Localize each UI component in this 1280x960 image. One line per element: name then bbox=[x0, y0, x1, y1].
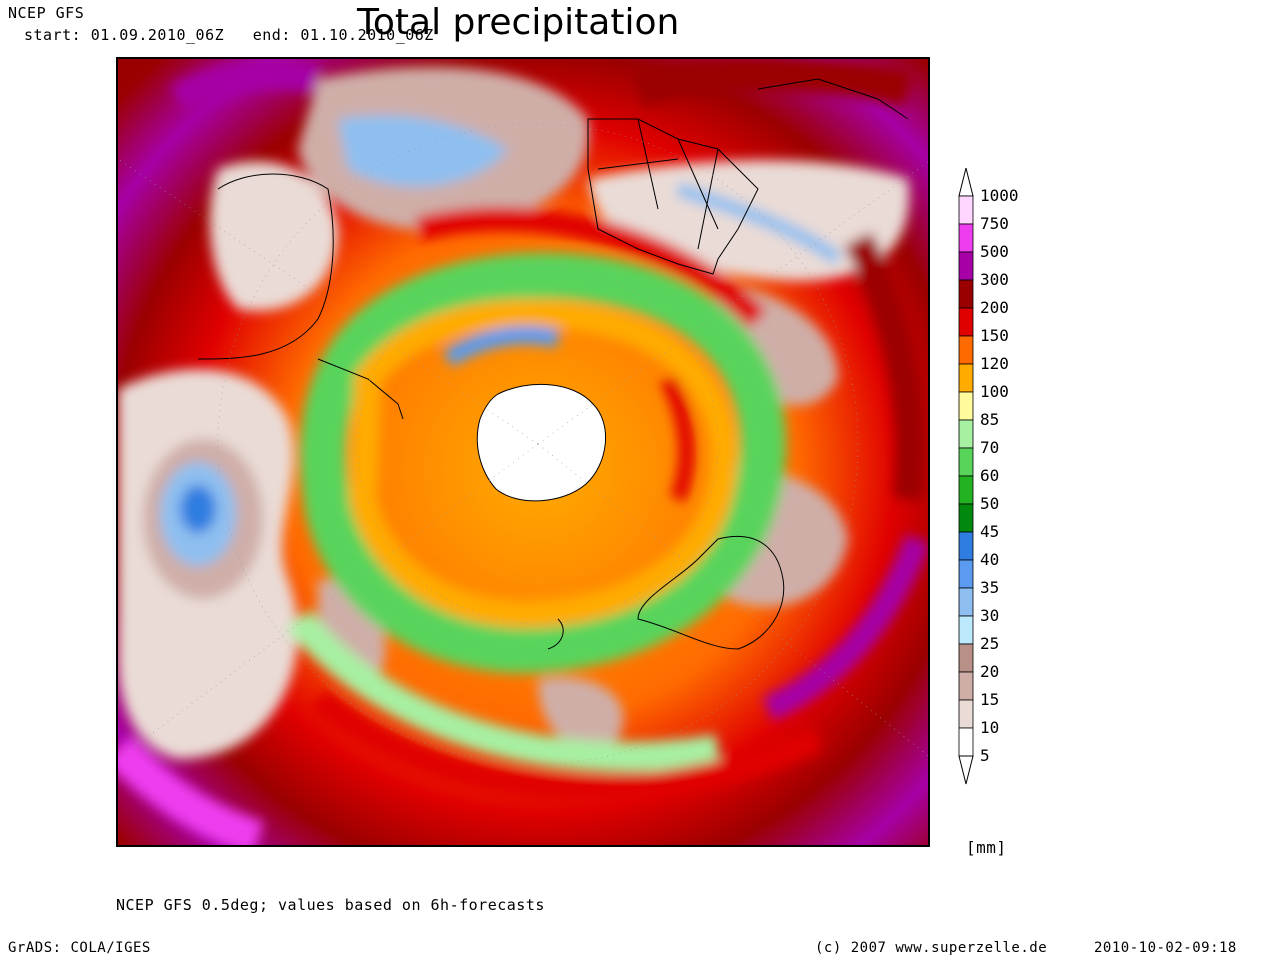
colorbar-level-label: 120 bbox=[980, 354, 1009, 373]
colorbar-level-label: 1000 bbox=[980, 186, 1019, 205]
precip-fields bbox=[118, 59, 928, 845]
map-canvas bbox=[118, 59, 928, 845]
end-label: end: 01.10.2010_06Z bbox=[252, 26, 434, 44]
colorbar-swatch bbox=[958, 671, 974, 701]
coastlines bbox=[197, 78, 909, 650]
colorbar-level-label: 5 bbox=[980, 746, 990, 765]
colorbar-swatch bbox=[958, 587, 974, 617]
colorbar-swatch bbox=[958, 503, 974, 533]
colorbar-level-label: 60 bbox=[980, 466, 1000, 485]
colorbar-level-label: 200 bbox=[980, 298, 1009, 317]
antarctica-landmass bbox=[476, 383, 607, 502]
model-label: NCEP GFS bbox=[8, 4, 85, 22]
footnote: NCEP GFS 0.5deg; values based on 6h-fore… bbox=[116, 896, 545, 914]
colorbar-level-label: 20 bbox=[980, 662, 1000, 681]
timestamp: 2010-10-02-09:18 bbox=[1094, 940, 1237, 956]
colorbar-swatch bbox=[958, 223, 974, 253]
colorbar-swatch bbox=[958, 475, 974, 505]
colorbar-swatch bbox=[958, 615, 974, 645]
colorbar-level-label: 45 bbox=[980, 522, 1000, 541]
colorbar-swatch bbox=[958, 727, 974, 757]
colorbar-level-label: 750 bbox=[980, 214, 1009, 233]
colorbar-level-label: 100 bbox=[980, 382, 1009, 401]
date-range: start: 01.09.2010_06Z end: 01.10.2010_06… bbox=[24, 26, 434, 44]
colorbar-level-label: 70 bbox=[980, 438, 1000, 457]
colorbar-swatch bbox=[958, 335, 974, 365]
colorbar-swatch bbox=[958, 559, 974, 589]
colorbar-swatch bbox=[958, 391, 974, 421]
colorbar-swatch bbox=[958, 643, 974, 673]
unit-label: [mm] bbox=[966, 838, 1007, 857]
colorbar-swatch bbox=[958, 531, 974, 561]
colorbar-level-label: 50 bbox=[980, 494, 1000, 513]
colorbar-bottom-arrow bbox=[958, 755, 974, 785]
copyright: (c) 2007 www.superzelle.de bbox=[815, 940, 1048, 956]
colorbar-swatch bbox=[958, 195, 974, 225]
precipitation-map bbox=[116, 57, 930, 847]
colorbar-level-label: 10 bbox=[980, 718, 1000, 737]
colorbar-level-label: 25 bbox=[980, 634, 1000, 653]
start-label: start: 01.09.2010_06Z bbox=[24, 26, 225, 44]
colorbar-top-arrow bbox=[958, 167, 974, 197]
colorbar-level-label: 30 bbox=[980, 606, 1000, 625]
colorbar-level-label: 15 bbox=[980, 690, 1000, 709]
graticule bbox=[118, 123, 928, 765]
chart-title: Total precipitation bbox=[357, 2, 680, 43]
colorbar-level-label: 40 bbox=[980, 550, 1000, 569]
colorbar-svg bbox=[958, 167, 974, 785]
colorbar-level-label: 500 bbox=[980, 242, 1009, 261]
colorbar-swatch bbox=[958, 699, 974, 729]
colorbar-swatch bbox=[958, 363, 974, 393]
colorbar-swatch bbox=[958, 279, 974, 309]
colorbar-swatch bbox=[958, 307, 974, 337]
colorbar-level-label: 150 bbox=[980, 326, 1009, 345]
colorbar-level-label: 85 bbox=[980, 410, 1000, 429]
colorbar-swatch bbox=[958, 447, 974, 477]
colorbar-level-label: 300 bbox=[980, 270, 1009, 289]
colorbar bbox=[955, 167, 1035, 788]
grads-credit: GrADS: COLA/IGES bbox=[8, 940, 151, 956]
colorbar-level-label: 35 bbox=[980, 578, 1000, 597]
colorbar-swatch bbox=[958, 251, 974, 281]
colorbar-swatch bbox=[958, 419, 974, 449]
